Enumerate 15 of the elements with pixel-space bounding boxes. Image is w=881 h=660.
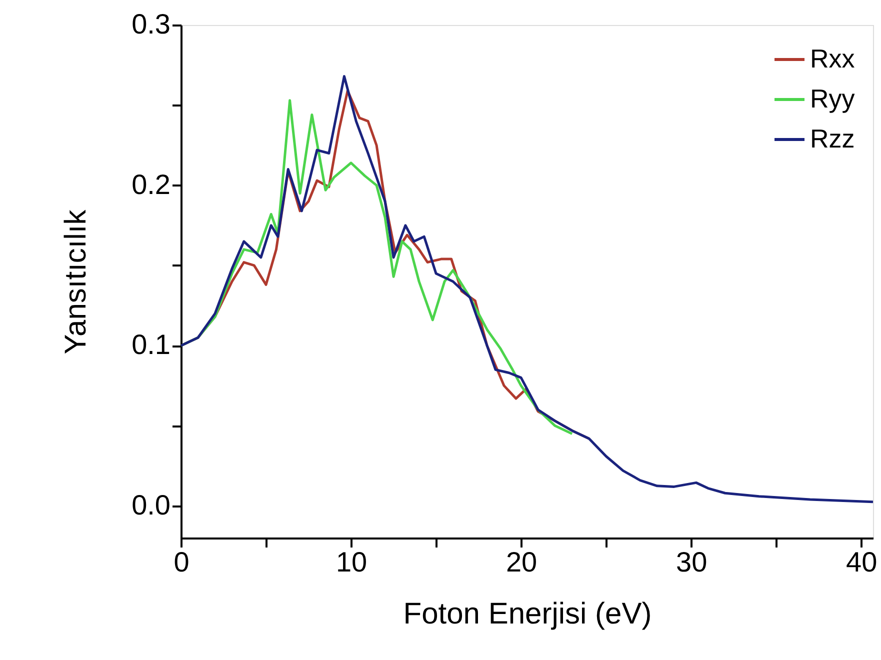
legend-label: Ryy xyxy=(810,84,855,114)
x-tick-label: 10 xyxy=(336,546,368,578)
y-axis-title: Yansıtıcılık xyxy=(60,208,93,354)
x-tick-label: 20 xyxy=(506,546,538,578)
x-tick-label: 40 xyxy=(846,546,878,578)
x-axis-title: Foton Enerjisi (eV) xyxy=(403,598,652,630)
legend-label: Rxx xyxy=(810,44,855,74)
x-tick-label: 0 xyxy=(174,546,190,578)
x-tick-label: 30 xyxy=(676,546,708,578)
y-tick-label: 0.2 xyxy=(132,168,170,200)
y-tick-label: 0.0 xyxy=(132,489,170,520)
y-tick-label: 0.3 xyxy=(132,8,170,40)
line-series xyxy=(181,75,873,504)
y-tick-label: 0.1 xyxy=(132,329,170,360)
legend-label: Rzz xyxy=(810,124,855,154)
